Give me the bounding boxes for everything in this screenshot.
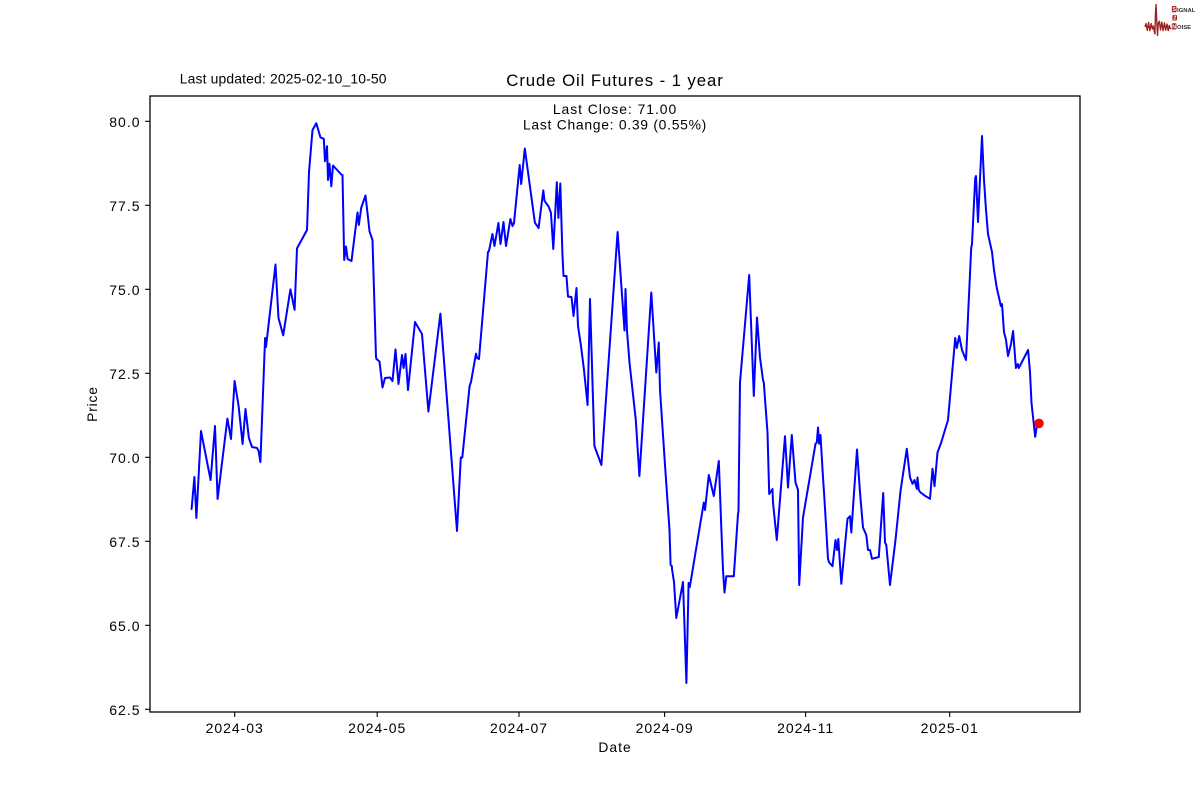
svg-text:OISE: OISE [1177, 25, 1191, 31]
svg-text:Last Change: 0.39 (0.55%): Last Change: 0.39 (0.55%) [523, 116, 707, 132]
svg-text:72.5: 72.5 [109, 366, 140, 382]
svg-text:S: S [1172, 7, 1176, 13]
svg-text:77.5: 77.5 [109, 198, 140, 214]
svg-text:Price: Price [84, 386, 100, 422]
svg-text:75.0: 75.0 [109, 282, 140, 298]
svg-text:2024-05: 2024-05 [348, 720, 406, 736]
svg-text:2: 2 [1173, 16, 1176, 22]
svg-text:67.5: 67.5 [109, 534, 140, 550]
svg-text:2024-07: 2024-07 [490, 720, 548, 736]
svg-text:2025-01: 2025-01 [921, 720, 979, 736]
svg-text:80.0: 80.0 [109, 114, 140, 130]
svg-text:2024-09: 2024-09 [636, 720, 694, 736]
svg-text:IGNAL: IGNAL [1177, 8, 1196, 14]
svg-text:2024-03: 2024-03 [206, 720, 264, 736]
svg-text:Last updated: 2025-02-10_10-50: Last updated: 2025-02-10_10-50 [180, 70, 387, 86]
svg-text:2024-11: 2024-11 [777, 720, 834, 736]
svg-text:62.5: 62.5 [109, 702, 140, 718]
svg-text:Last Close: 71.00: Last Close: 71.00 [553, 101, 677, 117]
svg-text:Crude Oil Futures - 1 year: Crude Oil Futures - 1 year [506, 71, 723, 90]
svg-text:N: N [1172, 24, 1176, 30]
svg-text:Date: Date [598, 739, 631, 755]
svg-text:65.0: 65.0 [109, 618, 140, 634]
svg-text:70.0: 70.0 [109, 450, 140, 466]
